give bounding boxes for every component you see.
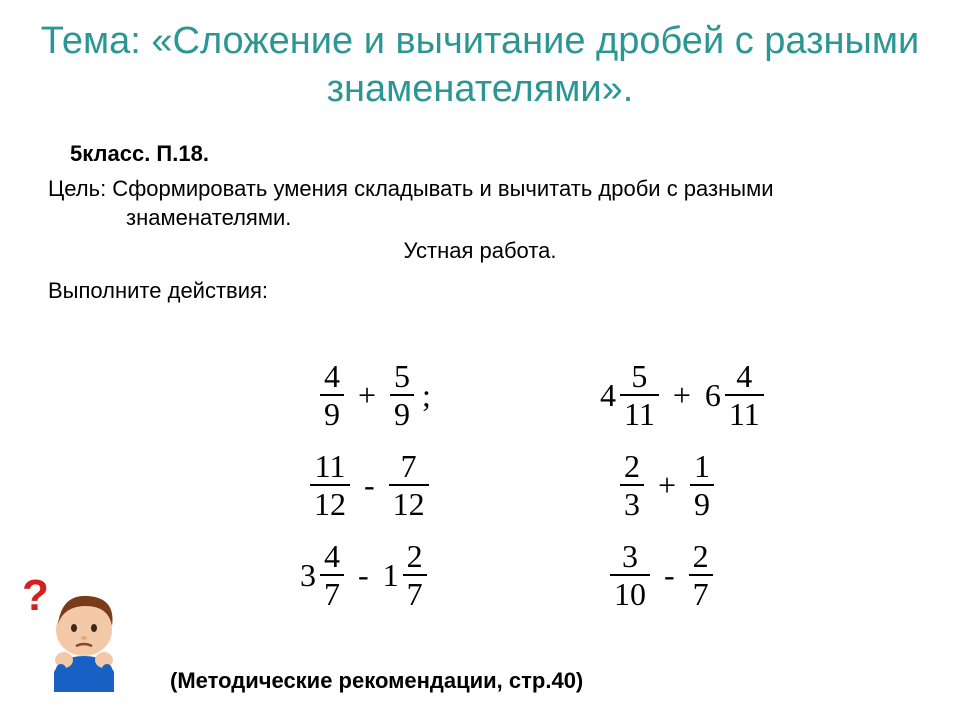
numerator: 5 [390,360,414,394]
denominator: 9 [390,394,414,430]
mixed-number: 127 [383,540,427,610]
operator: + [667,377,697,414]
numerator: 2 [689,540,713,574]
fraction: 712 [389,450,429,520]
numerator: 11 [311,450,350,484]
svg-text:?: ? [22,572,49,620]
expression-e6: 310-27 [610,540,713,610]
method-note: (Методические рекомендации, стр.40) [170,668,583,694]
numerator: 7 [397,450,421,484]
fraction: 511 [620,360,659,430]
lesson-goal: Цель: Сформировать умения складывать и в… [78,167,960,232]
numerator: 5 [627,360,651,394]
thinking-kid-icon: ? [12,572,142,692]
denominator: 11 [620,394,659,430]
whole-part: 3 [300,557,318,594]
expression-e1: 49+59; [320,360,431,430]
fraction: 411 [725,360,764,430]
denominator: 12 [310,484,350,520]
numerator: 3 [618,540,642,574]
equations-area: 49+59;4511+64111112-71223+19347-127310-2… [0,360,960,640]
mixed-number: 4511 [600,360,659,430]
page-title: Тема: «Сложение и вычитание дробей с раз… [0,0,960,123]
expression-e5: 347-127 [300,540,427,610]
denominator: 10 [610,574,650,610]
whole-part: 6 [705,377,723,414]
perform-actions-label: Выполните действия: [0,264,960,304]
operator: - [358,467,381,504]
denominator: 7 [689,574,713,610]
numerator: 2 [620,450,644,484]
expression-e2: 4511+6411 [600,360,764,430]
operator: + [352,377,382,414]
subtitle-grade: 5класс. П.18. [0,123,960,167]
fraction: 49 [320,360,344,430]
denominator: 3 [620,484,644,520]
fraction: 27 [403,540,427,610]
expression-e3: 1112-712 [310,450,429,520]
mixed-number: 347 [300,540,344,610]
fraction: 27 [689,540,713,610]
whole-part: 1 [383,557,401,594]
operator: + [652,467,682,504]
numerator: 4 [732,360,756,394]
mixed-number: 6411 [705,360,764,430]
fraction: 1112 [310,450,350,520]
numerator: 4 [320,540,344,574]
fraction: 23 [620,450,644,520]
denominator: 9 [690,484,714,520]
denominator: 7 [403,574,427,610]
fraction: 19 [690,450,714,520]
fraction: 310 [610,540,650,610]
numerator: 4 [320,360,344,394]
operator: - [352,557,375,594]
numerator: 1 [690,450,714,484]
denominator: 7 [320,574,344,610]
denominator: 12 [389,484,429,520]
denominator: 9 [320,394,344,430]
fraction: 59 [390,360,414,430]
separator: ; [422,377,431,414]
operator: - [658,557,681,594]
numerator: 2 [403,540,427,574]
oral-work-heading: Устная работа. [0,232,960,264]
fraction: 47 [320,540,344,610]
expression-e4: 23+19 [620,450,714,520]
denominator: 11 [725,394,764,430]
whole-part: 4 [600,377,618,414]
